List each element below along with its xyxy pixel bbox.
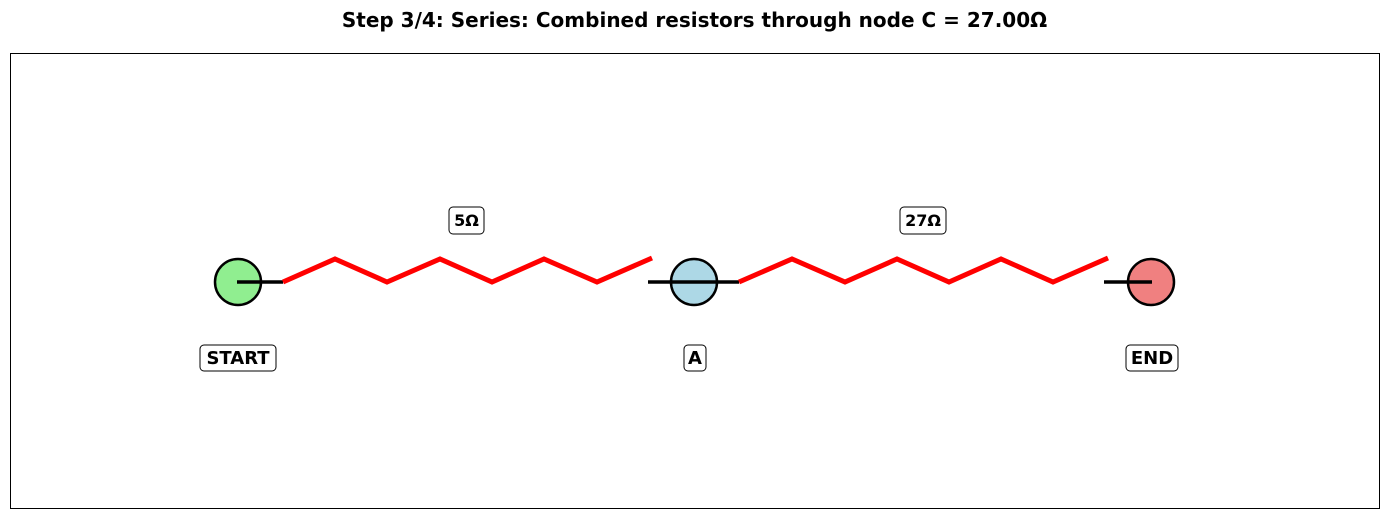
resistor-label-box: [899, 206, 947, 235]
diagram-title: Step 3/4: Series: Combined resistors thr…: [341, 8, 1048, 32]
node-label-box: [683, 344, 707, 372]
node-label-start: START: [206, 348, 270, 369]
node-label-box: [1125, 344, 1179, 372]
resistor-a-end: [738, 255, 1109, 285]
resistor-label-a-end: 27Ω: [905, 211, 941, 230]
resistor-start-a: [281, 255, 653, 285]
node-label-a: A: [688, 348, 702, 369]
resistor-label-box: [448, 206, 485, 235]
node-label-end: END: [1131, 348, 1173, 369]
diagram-frame: [10, 53, 1380, 509]
resistor-label-start-a: 5Ω: [454, 211, 479, 230]
node-label-box: [199, 344, 277, 372]
